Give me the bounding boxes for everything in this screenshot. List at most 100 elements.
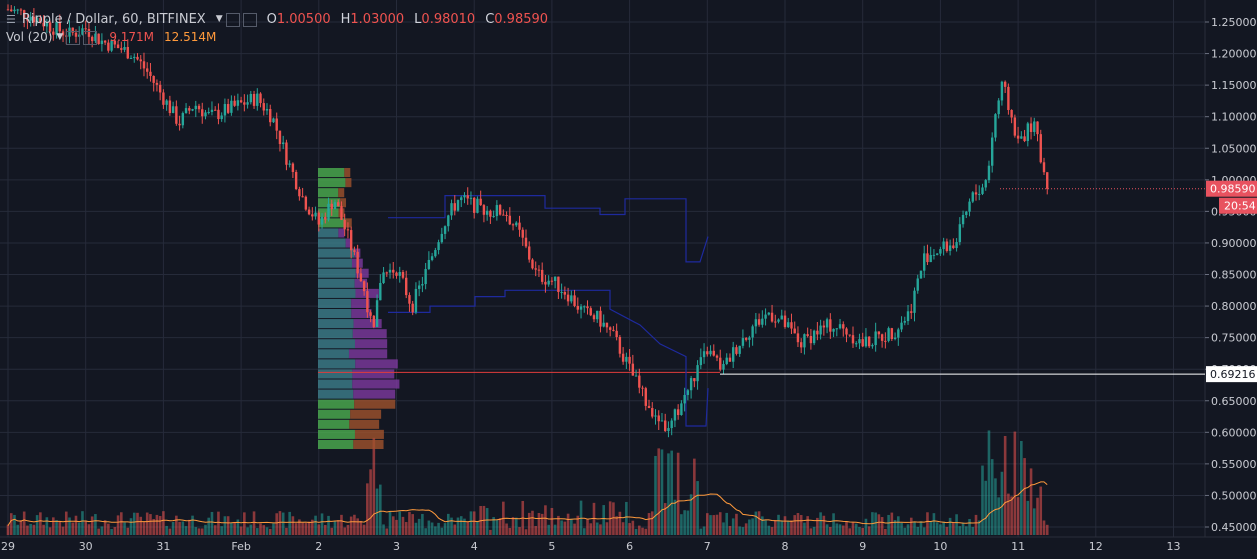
- volume-bar: [602, 505, 605, 535]
- volume-bar: [129, 518, 133, 535]
- volume-bar: [414, 522, 418, 535]
- profile-row-right: [354, 278, 368, 288]
- candle-body: [65, 35, 68, 37]
- profile-row-right: [353, 389, 396, 399]
- menu-icon[interactable]: ☰: [6, 12, 16, 26]
- chevron-down-icon[interactable]: ▼: [215, 14, 223, 24]
- candle-body: [576, 305, 579, 310]
- candle-body: [932, 254, 936, 256]
- profile-row-right: [340, 198, 347, 208]
- volume-bar: [1016, 497, 1020, 535]
- candle-body: [32, 16, 36, 23]
- volume-bar: [450, 517, 453, 535]
- candle-body: [214, 109, 217, 111]
- candle-body: [343, 219, 346, 230]
- volume-bar: [301, 522, 304, 535]
- candle-body: [537, 269, 541, 271]
- volume-bar: [353, 514, 356, 535]
- profile-row-left: [318, 369, 353, 379]
- horizontal-line[interactable]: 0.69216: [720, 366, 1257, 383]
- volume-bar: [136, 512, 139, 535]
- candle-body: [812, 330, 816, 344]
- volume-hide-icon[interactable]: [83, 31, 98, 45]
- price-tick-label: 0.60000: [1211, 426, 1257, 439]
- volume-bar: [32, 524, 36, 535]
- volume-bar: [641, 527, 644, 535]
- time-tick-label: 7: [704, 540, 711, 553]
- candle-body: [207, 111, 210, 113]
- price-tick-label: 1.25000: [1211, 16, 1257, 29]
- candle-body: [123, 46, 126, 50]
- candle-body: [660, 420, 664, 422]
- legend: ☰ Ripple / Dollar, 60, BITFINEX ▼ O 1.00…: [6, 10, 548, 46]
- volume-bar: [489, 529, 492, 535]
- candle-body: [725, 357, 728, 364]
- candle-body: [1000, 81, 1004, 101]
- candle-body: [324, 216, 327, 220]
- open-label: O: [266, 11, 277, 27]
- candle-body: [521, 229, 524, 238]
- symbol-label[interactable]: Ripple / Dollar, 60, BITFINEX: [21, 11, 206, 27]
- candle-body: [806, 334, 809, 336]
- candle-body: [719, 357, 722, 370]
- volume-bar: [767, 525, 771, 535]
- volume-bar: [748, 519, 751, 535]
- candle-body: [518, 222, 521, 230]
- candle-body: [783, 315, 787, 328]
- time-tick-label: 13: [1167, 540, 1181, 553]
- volume-bar: [615, 516, 618, 535]
- volume-ma-value: 12.514M: [164, 30, 217, 44]
- candle-body: [528, 246, 531, 260]
- candle-body: [981, 187, 984, 194]
- volume-label[interactable]: Vol (20): [6, 30, 53, 44]
- price-axis[interactable]: 1.250001.200001.150001.100001.050001.000…: [1204, 0, 1257, 537]
- candle-body: [505, 214, 508, 216]
- candle-body: [171, 106, 175, 114]
- volume-bar: [880, 517, 884, 535]
- legend-symbol-row: ☰ Ripple / Dollar, 60, BITFINEX ▼ O 1.00…: [6, 10, 548, 28]
- candle-body: [356, 251, 359, 274]
- candle-body: [667, 428, 670, 432]
- volume-bar: [618, 511, 622, 535]
- volume-settings-icon[interactable]: [66, 31, 81, 45]
- volume-bar: [780, 520, 784, 535]
- volume-ma-line: [7, 481, 1048, 526]
- volume-bar: [395, 519, 398, 535]
- volume-bar: [68, 517, 71, 535]
- range-bottom-line: [388, 289, 709, 427]
- volume-bar: [884, 528, 887, 535]
- volume-bar: [349, 516, 353, 535]
- candle-body: [926, 253, 929, 263]
- candle-body: [1010, 109, 1013, 118]
- candle-body: [1016, 135, 1020, 139]
- time-tick-label: 5: [548, 540, 555, 553]
- volume-bar: [796, 513, 800, 535]
- candle-body: [13, 9, 16, 12]
- volume-bar: [1003, 435, 1007, 535]
- volume-bar: [592, 502, 596, 535]
- volume-bar: [582, 528, 586, 535]
- candle-body: [787, 322, 790, 328]
- time-axis[interactable]: 29 30 31 Feb 2 3 4 5 6 7 8 9 10 11 12 13: [0, 536, 1257, 553]
- price-tick-label: 1.05000: [1211, 142, 1257, 155]
- candle-body: [349, 230, 353, 251]
- volume-bar: [945, 526, 949, 535]
- volume-bar: [398, 511, 402, 535]
- volume-bar: [524, 529, 528, 535]
- candle-body: [592, 315, 596, 320]
- volume-bar: [906, 524, 910, 535]
- settings-icon[interactable]: [225, 13, 240, 27]
- hide-icon[interactable]: [242, 13, 257, 27]
- volume-bar: [281, 512, 285, 535]
- price-badges: 0.98590 20:54: [1000, 180, 1257, 214]
- volume-bar: [1000, 471, 1004, 535]
- volume-chevron-icon[interactable]: ▼: [56, 32, 64, 42]
- volume-bar: [984, 480, 988, 535]
- candle-body: [35, 18, 39, 23]
- candle-body: [880, 334, 884, 341]
- candle-body: [417, 285, 421, 289]
- close-label: C: [485, 11, 495, 27]
- candle-body: [709, 350, 712, 355]
